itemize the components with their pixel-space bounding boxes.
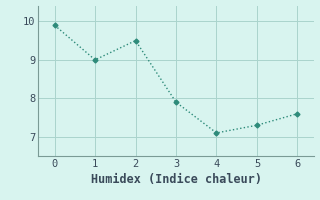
X-axis label: Humidex (Indice chaleur): Humidex (Indice chaleur)	[91, 173, 261, 186]
